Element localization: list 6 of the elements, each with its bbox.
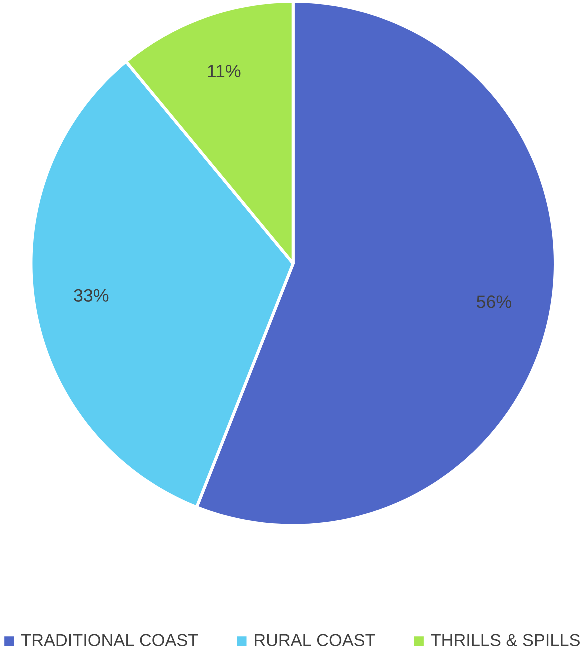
legend-label: TRADITIONAL COAST [21, 634, 198, 646]
legend-label: RURAL COAST [254, 634, 376, 646]
data-label: 11% [208, 65, 241, 78]
data-label: 33% [74, 289, 108, 302]
data-label: 56% [476, 296, 512, 308]
legend-label: THRILLS & SPILLS [431, 634, 580, 646]
